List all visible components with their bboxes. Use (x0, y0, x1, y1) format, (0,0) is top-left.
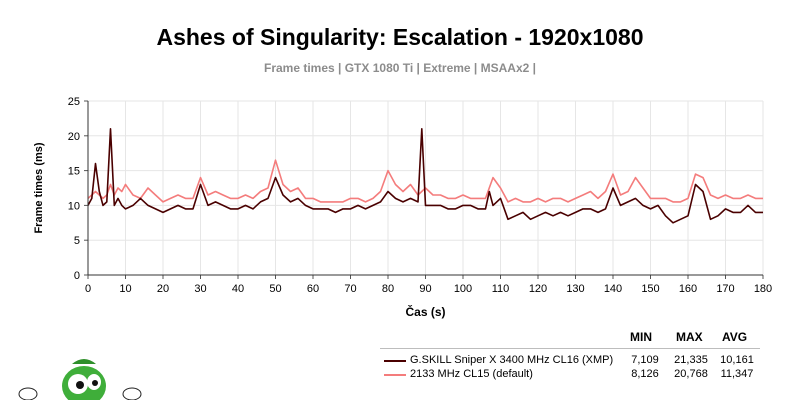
legend-series-name: 2133 MHz CL15 (default) (410, 368, 533, 380)
legend-header-min: MIN (630, 330, 652, 344)
series-layer (87, 128, 763, 224)
y-tick-label: 25 (68, 96, 80, 108)
legend-separator (380, 348, 760, 349)
x-tick-label: 170 (716, 283, 734, 295)
x-tick-label: 130 (566, 283, 584, 295)
x-tick-label: 80 (382, 283, 394, 295)
y-tick-label: 0 (74, 270, 80, 282)
legend-swatch-xmp (384, 360, 406, 362)
x-tick-label: 150 (641, 283, 659, 295)
legend-row-xmp: G.SKILL Sniper X 3400 MHz CL16 (XMP) 7,1… (380, 354, 760, 368)
chart-subtitle: Frame times | GTX 1080 Ti | Extreme | MS… (264, 61, 536, 75)
x-tick-label: 140 (604, 283, 622, 295)
y-axis-label: Frame times (ms) (33, 142, 45, 233)
legend-header-avg: AVG (722, 330, 748, 344)
legend-swatch-default (384, 374, 406, 376)
y-tick-label: 10 (68, 200, 80, 212)
x-tick-label: 110 (492, 283, 510, 295)
series-line-xmp (87, 128, 763, 224)
legend-max-value: 20,768 (674, 368, 708, 380)
y-tick-label: 15 (68, 166, 80, 178)
y-tick-label: 20 (68, 131, 80, 143)
x-tick-label: 40 (232, 283, 244, 295)
x-tick-label: 160 (679, 283, 697, 295)
y-tick-label: 5 (74, 235, 80, 247)
x-tick-label: 70 (344, 283, 356, 295)
legend-row-default: 2133 MHz CL15 (default) 8,126 20,768 11,… (380, 368, 760, 382)
legend-header-max: MAX (676, 330, 703, 344)
x-tick-label: 0 (85, 283, 91, 295)
series-line-default (87, 159, 763, 203)
green-mascot-icon (18, 359, 142, 400)
axes: 0 10 20 30 40 50 60 70 80 90 100 110 120 130 140 150 160… (33, 96, 772, 319)
x-tick-label: 30 (194, 283, 206, 295)
x-axis-label: Čas (s) (405, 304, 445, 319)
legend-min-value: 8,126 (631, 368, 659, 380)
x-tick-label: 20 (157, 283, 169, 295)
legend-avg-value: 10,161 (720, 354, 754, 366)
x-tick-label: 100 (454, 283, 472, 295)
x-tick-label: 90 (419, 283, 431, 295)
legend-series-name: G.SKILL Sniper X 3400 MHz CL16 (XMP) (410, 354, 614, 366)
legend-avg-value: 11,347 (720, 368, 754, 380)
chart-title: Ashes of Singularity: Escalation - 1920x… (156, 24, 644, 50)
x-tick-label: 50 (269, 283, 281, 295)
x-tick-label: 10 (119, 283, 131, 295)
x-tick-label: 60 (307, 283, 319, 295)
legend-max-value: 21,335 (674, 354, 708, 366)
x-tick-label: 180 (754, 283, 772, 295)
legend-min-value: 7,109 (631, 354, 659, 366)
x-tick-label: 120 (529, 283, 547, 295)
